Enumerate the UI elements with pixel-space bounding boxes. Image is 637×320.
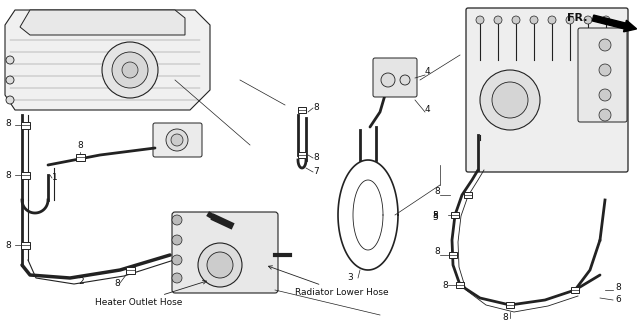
Text: 5: 5 <box>433 213 438 222</box>
Circle shape <box>492 82 528 118</box>
FancyBboxPatch shape <box>578 28 627 122</box>
Circle shape <box>172 235 182 245</box>
Text: 8: 8 <box>5 241 11 250</box>
Bar <box>76 154 85 161</box>
Polygon shape <box>5 10 210 110</box>
Text: 5: 5 <box>433 211 438 220</box>
FancyBboxPatch shape <box>172 212 278 293</box>
FancyBboxPatch shape <box>373 58 417 97</box>
Text: 8: 8 <box>442 281 448 290</box>
Text: 6: 6 <box>615 295 620 305</box>
Text: 4: 4 <box>425 68 431 76</box>
Circle shape <box>400 75 410 85</box>
Text: 3: 3 <box>347 274 353 283</box>
Circle shape <box>6 56 14 64</box>
Text: 8: 8 <box>502 314 508 320</box>
Text: FR.: FR. <box>566 13 587 23</box>
Circle shape <box>172 273 182 283</box>
Circle shape <box>198 243 242 287</box>
Circle shape <box>599 39 611 51</box>
Bar <box>125 267 134 274</box>
Circle shape <box>6 96 14 104</box>
Circle shape <box>381 73 395 87</box>
Text: 1: 1 <box>52 173 58 182</box>
Text: 8: 8 <box>434 188 440 196</box>
Circle shape <box>480 70 540 130</box>
Text: 8: 8 <box>77 140 83 149</box>
Text: 2: 2 <box>78 277 83 286</box>
Text: 4: 4 <box>425 106 431 115</box>
Circle shape <box>599 109 611 121</box>
Text: 8: 8 <box>5 171 11 180</box>
Text: 7: 7 <box>313 167 318 177</box>
Circle shape <box>6 76 14 84</box>
Text: Heater Outlet Hose: Heater Outlet Hose <box>95 281 206 307</box>
Bar <box>298 152 306 158</box>
Circle shape <box>102 42 158 98</box>
Circle shape <box>530 16 538 24</box>
Text: 8: 8 <box>313 154 318 163</box>
Circle shape <box>207 252 233 278</box>
Circle shape <box>172 255 182 265</box>
Circle shape <box>584 16 592 24</box>
Bar <box>506 302 514 308</box>
Bar <box>464 192 472 198</box>
Circle shape <box>172 215 182 225</box>
Circle shape <box>112 52 148 88</box>
Text: 8: 8 <box>434 247 440 257</box>
Text: Radiator Lower Hose: Radiator Lower Hose <box>268 266 389 297</box>
Circle shape <box>171 134 183 146</box>
Bar <box>451 212 459 218</box>
Circle shape <box>512 16 520 24</box>
Circle shape <box>166 129 188 151</box>
Bar <box>20 242 29 249</box>
Circle shape <box>566 16 574 24</box>
Circle shape <box>476 16 484 24</box>
Bar <box>449 252 457 258</box>
Text: 8: 8 <box>433 211 438 220</box>
FancyBboxPatch shape <box>153 123 202 157</box>
Bar <box>298 107 306 113</box>
Text: 8: 8 <box>313 103 318 113</box>
Bar <box>20 122 29 129</box>
Circle shape <box>494 16 502 24</box>
Circle shape <box>548 16 556 24</box>
Bar <box>456 282 464 288</box>
Circle shape <box>599 64 611 76</box>
FancyArrow shape <box>592 15 636 32</box>
Circle shape <box>599 89 611 101</box>
Polygon shape <box>20 10 185 35</box>
FancyBboxPatch shape <box>466 8 628 172</box>
Text: 8: 8 <box>114 278 120 287</box>
Bar <box>571 287 579 293</box>
Circle shape <box>602 16 610 24</box>
Text: 8: 8 <box>5 118 11 127</box>
Bar <box>20 172 29 179</box>
Text: 8: 8 <box>615 284 620 292</box>
Circle shape <box>122 62 138 78</box>
